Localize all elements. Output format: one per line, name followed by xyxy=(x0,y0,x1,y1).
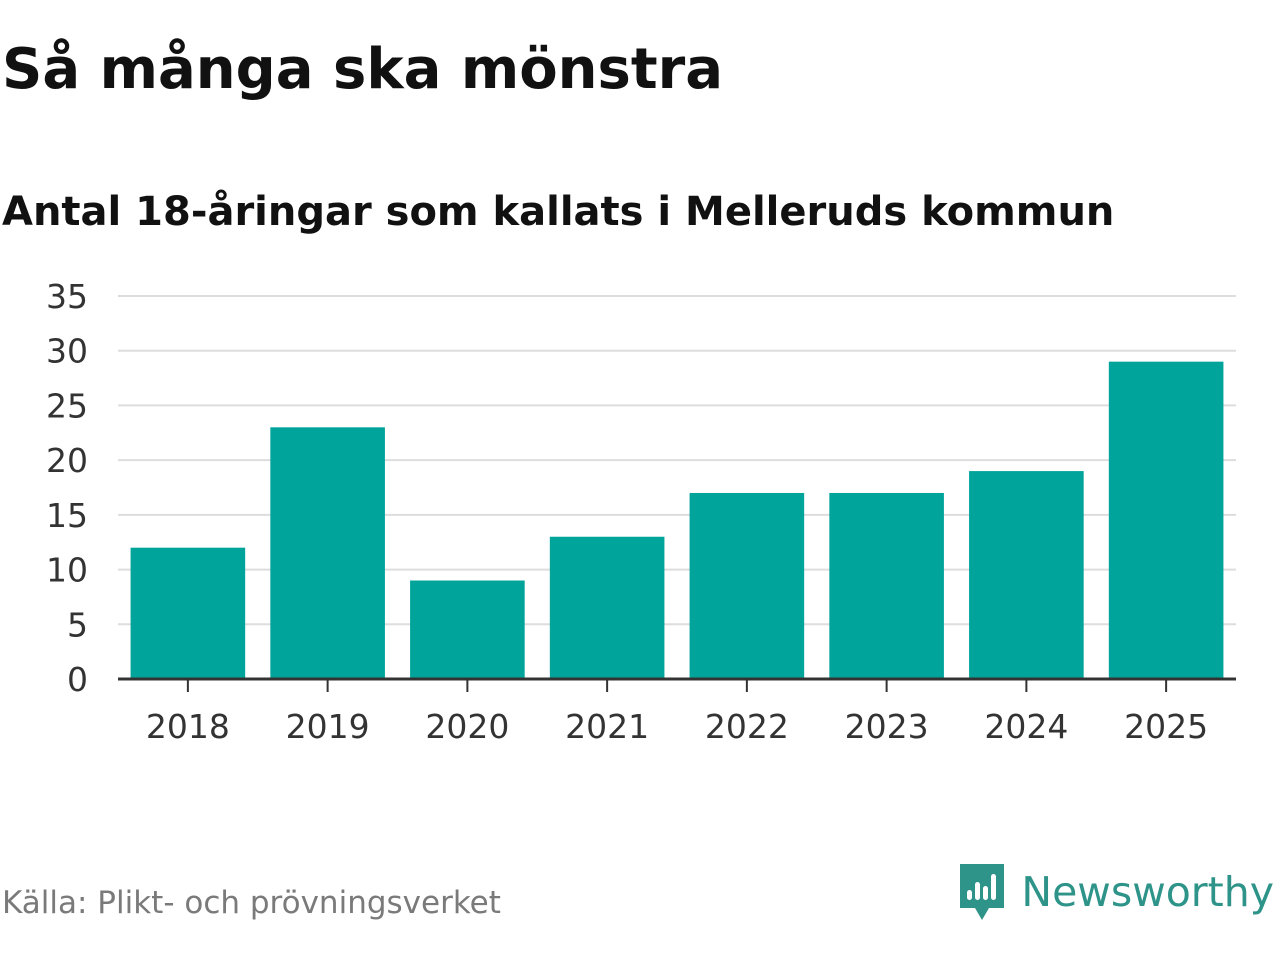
x-tick-label: 2018 xyxy=(146,707,230,746)
chart-subtitle: Antal 18-åringar som kallats i Melleruds… xyxy=(2,189,1115,235)
y-tick-label: 25 xyxy=(46,386,88,425)
source-note: Källa: Plikt- och prövningsverket xyxy=(2,885,501,921)
x-tick-label: 2021 xyxy=(565,707,649,746)
y-tick-label: 15 xyxy=(46,496,88,535)
bar-2018 xyxy=(130,547,246,679)
bar-2024 xyxy=(969,471,1084,679)
bar-2021 xyxy=(549,536,665,679)
bar-2019 xyxy=(270,427,385,679)
y-tick-label: 35 xyxy=(46,277,88,316)
x-tick-label: 2025 xyxy=(1124,707,1208,746)
bars xyxy=(130,361,1224,679)
y-tick-label: 0 xyxy=(67,660,88,699)
x-tick-label: 2020 xyxy=(425,707,509,746)
x-tick-label: 2019 xyxy=(286,707,370,746)
bar-2023 xyxy=(829,492,944,679)
y-tick-label: 30 xyxy=(46,332,88,371)
chart-title: Så många ska mönstra xyxy=(2,37,724,102)
y-axis-ticks: 0 5 10 15 20 25 30 35 xyxy=(46,277,88,699)
bar-2020 xyxy=(410,580,525,679)
bar-2025 xyxy=(1108,361,1224,679)
x-tick-label: 2022 xyxy=(705,707,789,746)
x-tick-label: 2023 xyxy=(845,707,929,746)
x-axis-ticks: 2018 2019 2020 2021 2022 2023 2024 2025 xyxy=(146,679,1208,746)
brand-name: Newsworthy xyxy=(1021,867,1274,916)
y-tick-label: 20 xyxy=(46,441,88,480)
x-tick-label: 2024 xyxy=(984,707,1068,746)
y-tick-label: 10 xyxy=(46,551,88,590)
bar-2022 xyxy=(689,492,805,679)
brand-logo[interactable]: Newsworthy xyxy=(957,862,1274,922)
y-tick-label: 5 xyxy=(67,605,88,644)
newsworthy-logo-icon xyxy=(960,864,1005,920)
